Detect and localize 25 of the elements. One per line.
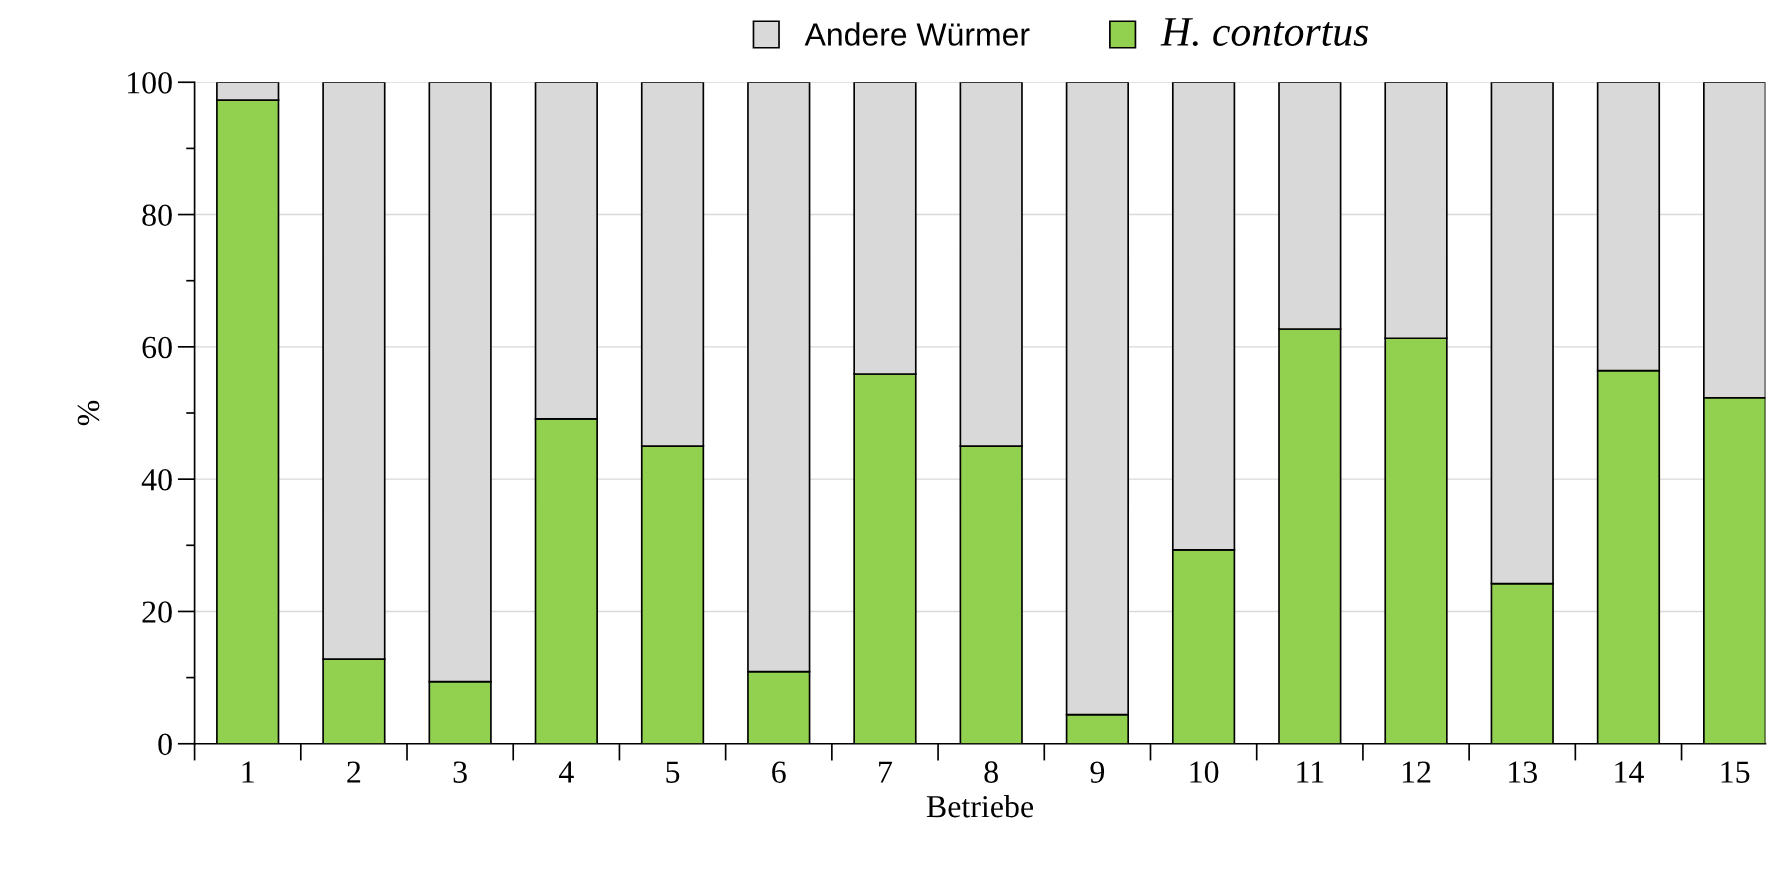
- y-tick-label: 80: [142, 204, 172, 226]
- y-tick-label: 0: [158, 733, 172, 756]
- x-tick-label: 8: [984, 761, 998, 783]
- x-tick-label: 10: [1190, 761, 1219, 783]
- x-tick-label: 14: [1615, 761, 1644, 783]
- x-tick-label: 9: [1090, 761, 1105, 783]
- x-tick-label: 3: [453, 761, 467, 783]
- x-tick-label: 15: [1721, 761, 1750, 783]
- x-tick-label: 12: [1402, 761, 1431, 783]
- y-tick-label: 60: [142, 336, 172, 359]
- y-axis-title: %: [77, 400, 100, 426]
- x-tick-label: 1: [242, 761, 254, 783]
- x-tick-label: 6: [772, 761, 786, 783]
- y-tick-label: 100: [127, 72, 172, 94]
- x-tick-label: 2: [347, 761, 361, 783]
- x-tick-label: 13: [1509, 761, 1537, 783]
- y-tick-label: 40: [141, 468, 172, 491]
- y-tick-label: 20: [142, 601, 172, 623]
- x-tick-label: 7: [879, 761, 893, 783]
- x-tick-label: 5: [666, 761, 680, 783]
- x-tick-label: 4: [558, 761, 574, 783]
- legend-label: H. contortus: [1160, 18, 1369, 47]
- legend-label: Andere Würmer: [804, 22, 1030, 46]
- x-axis-title: Betriebe: [926, 794, 1034, 818]
- x-tick-label: 11: [1297, 761, 1324, 783]
